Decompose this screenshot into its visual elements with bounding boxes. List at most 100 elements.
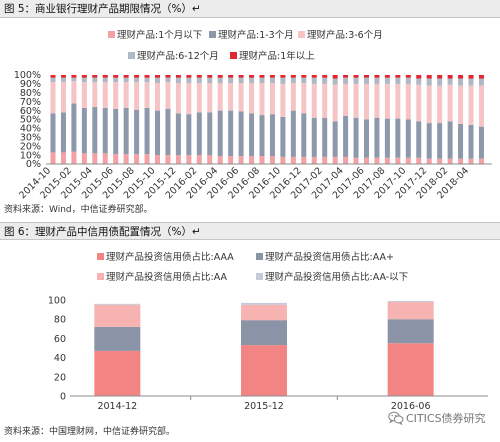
bar-segment bbox=[364, 119, 369, 158]
bar-segment bbox=[322, 75, 328, 78]
bar-segment bbox=[238, 77, 244, 84]
legend-item-aa: 理财产品投资信用债占比:AA bbox=[97, 272, 227, 284]
y-tick-label: 20 bbox=[54, 372, 66, 383]
bar-segment bbox=[269, 75, 275, 78]
legend-label: 理财产品投资信用债占比:AA-以下 bbox=[265, 272, 409, 283]
legend-item-1-3-months: 理财产品:1-3个月 bbox=[209, 30, 294, 42]
bar-segment bbox=[374, 157, 380, 164]
bar-segment bbox=[144, 154, 150, 164]
bar-segment bbox=[269, 114, 275, 156]
bar-segment bbox=[384, 118, 390, 158]
bar-segment bbox=[60, 75, 66, 78]
legend-item-under-1-month: 理财产品:1个月以下 bbox=[108, 30, 202, 42]
bar-segment bbox=[81, 107, 87, 154]
bar-segment bbox=[301, 77, 307, 84]
bar-segment bbox=[353, 75, 359, 78]
bar-segment bbox=[94, 326, 141, 351]
legend-swatch bbox=[108, 31, 115, 38]
bar-segment bbox=[102, 107, 108, 154]
bar-segment bbox=[207, 75, 213, 78]
bar-segment bbox=[353, 117, 359, 158]
bar-segment bbox=[301, 75, 307, 78]
bar-segment bbox=[395, 118, 401, 158]
bar-segment bbox=[81, 77, 87, 83]
legend-label: 理财产品:1个月以下 bbox=[117, 30, 203, 41]
bar-segment bbox=[134, 75, 140, 78]
bar-segment bbox=[343, 75, 349, 78]
bar-segment bbox=[290, 77, 296, 84]
bar-segment bbox=[332, 84, 338, 122]
bar-segment bbox=[437, 78, 443, 86]
bar-segment bbox=[322, 83, 328, 118]
bar-segment bbox=[405, 77, 411, 84]
bar-segment bbox=[478, 75, 484, 79]
legend-item-aaa: 理财产品投资信用债占比:AAA bbox=[97, 252, 234, 264]
bar-segment bbox=[301, 156, 307, 164]
bar-segment bbox=[269, 155, 275, 164]
bar-segment bbox=[458, 78, 464, 86]
bar-segment bbox=[113, 77, 119, 83]
bar-segment bbox=[458, 123, 464, 159]
bar-segment bbox=[364, 75, 369, 78]
bar-segment bbox=[113, 108, 119, 155]
bar-segment bbox=[426, 75, 432, 79]
bar-segment bbox=[478, 85, 484, 127]
bar-segment bbox=[374, 77, 380, 84]
bar-segment bbox=[353, 77, 359, 84]
bar-segment bbox=[81, 75, 87, 78]
watermark-text: CITICS债券研究 bbox=[406, 412, 486, 425]
bar-segment bbox=[60, 77, 66, 83]
bar-segment bbox=[50, 77, 56, 83]
bar-segment bbox=[447, 84, 453, 122]
bar-segment bbox=[384, 75, 390, 78]
figure-5-header: 图 5：商业银行理财产品期限情况（%）↵ bbox=[0, 0, 500, 18]
legend-item-6-12-months: 理财产品:6-12个月 bbox=[128, 51, 219, 63]
bar-segment bbox=[71, 75, 77, 78]
legend-swatch bbox=[298, 31, 305, 38]
bar-segment bbox=[353, 83, 359, 118]
bar-segment bbox=[134, 77, 140, 83]
bar-segment bbox=[384, 77, 390, 84]
y-tick-label: 0% bbox=[26, 159, 41, 170]
bar-segment bbox=[60, 112, 66, 153]
bar-segment bbox=[468, 124, 474, 159]
x-tick-label: 2016-06 bbox=[391, 401, 431, 412]
y-tick-label: 10% bbox=[20, 150, 41, 161]
bar-segment bbox=[249, 155, 255, 164]
bar-segment bbox=[395, 75, 401, 78]
bar-segment bbox=[113, 75, 119, 78]
bar-segment bbox=[60, 152, 66, 164]
bar-segment bbox=[249, 113, 255, 156]
bar-segment bbox=[165, 77, 171, 83]
bar-segment bbox=[123, 75, 129, 78]
bar-segment bbox=[290, 83, 296, 111]
bar-segment bbox=[165, 155, 171, 164]
bar-segment bbox=[395, 157, 401, 164]
bar-segment bbox=[207, 77, 213, 84]
legend-swatch bbox=[256, 273, 263, 280]
bar-segment bbox=[207, 155, 213, 164]
bar-segment bbox=[426, 78, 432, 86]
figure-6-header: 图 6：理财产品中信用债配置情况（%）↵ bbox=[0, 222, 500, 240]
bar-segment bbox=[186, 155, 192, 164]
bar-segment bbox=[332, 75, 338, 79]
bar-segment bbox=[165, 108, 171, 156]
bar-segment bbox=[387, 300, 434, 302]
bar-segment bbox=[447, 75, 453, 79]
bar-segment bbox=[123, 107, 129, 155]
bar-segment bbox=[280, 75, 286, 78]
bar-segment bbox=[259, 115, 265, 156]
bar-segment bbox=[478, 78, 484, 86]
watermark: CITICS债券研究 bbox=[388, 410, 496, 426]
y-tick-label: 80 bbox=[54, 315, 66, 326]
y-tick-label: 100% bbox=[14, 70, 41, 81]
bar-segment bbox=[102, 82, 108, 108]
bar-segment bbox=[102, 75, 108, 78]
bar-segment bbox=[395, 77, 401, 84]
bar-segment bbox=[280, 83, 286, 117]
bar-segment bbox=[416, 78, 422, 85]
y-tick-label: 90% bbox=[20, 79, 41, 90]
bar-segment bbox=[395, 83, 401, 119]
bar-segment bbox=[311, 83, 317, 118]
bar-segment bbox=[332, 156, 338, 164]
